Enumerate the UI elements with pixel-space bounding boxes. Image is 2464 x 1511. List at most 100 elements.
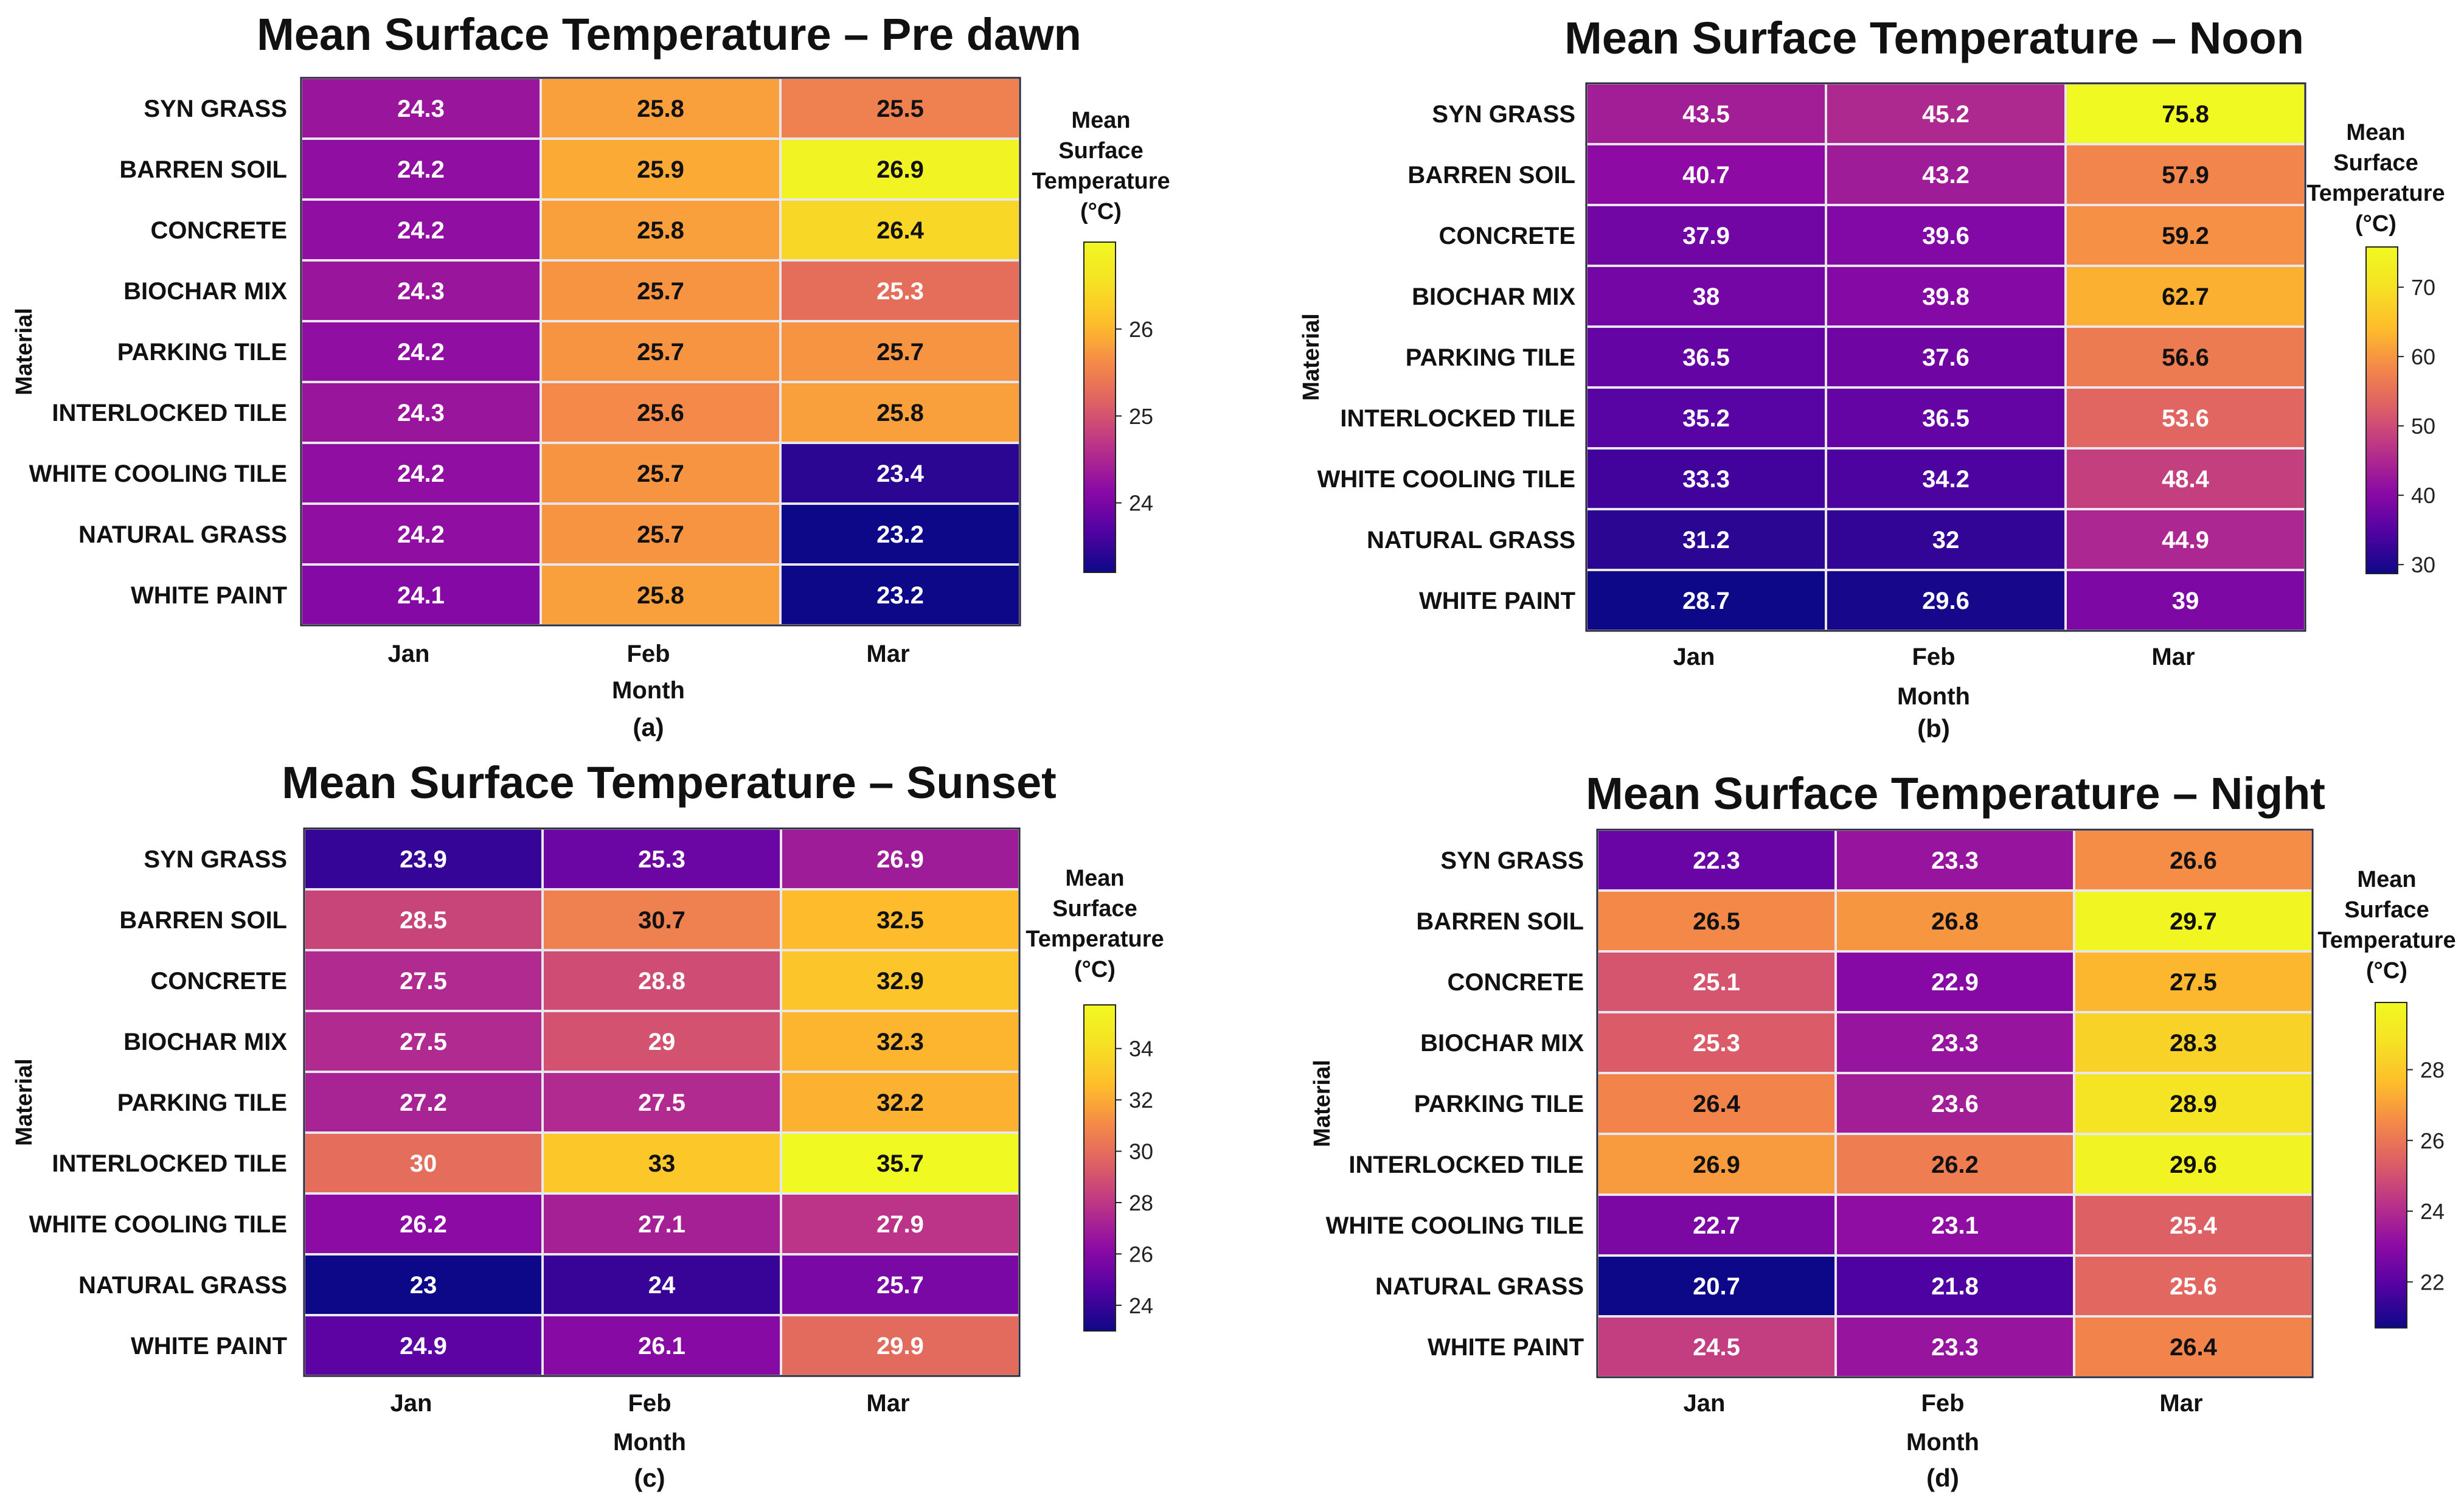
row-label: CONCRETE — [151, 217, 287, 244]
cell-value-label: 25.7 — [876, 1272, 924, 1299]
cell-value-label: 28.8 — [638, 968, 685, 995]
cell-value-label: 25.7 — [637, 278, 684, 305]
cell-value-label: 62.7 — [2162, 283, 2209, 310]
cell-value-label: 30.7 — [638, 907, 685, 934]
cell-value-label: 59.2 — [2162, 223, 2209, 249]
cell-value-label: 24.5 — [1693, 1334, 1740, 1361]
cell-value-label: 32 — [1932, 527, 1960, 554]
cell-value-label: 38 — [1693, 283, 1720, 310]
grid-border — [303, 827, 1021, 1377]
row-label: WHITE PAINT — [1428, 1334, 1584, 1361]
panel-label: (a) — [633, 713, 664, 742]
chart-title: Mean Surface Temperature – Pre dawn — [257, 9, 1081, 60]
cell-value-label: 23.2 — [876, 521, 924, 548]
x-axis-label: Month — [1897, 683, 1970, 710]
heatmap-cell — [1825, 508, 2067, 571]
cell-value-label: 26.4 — [1693, 1091, 1741, 1117]
row-label: BARREN SOIL — [1407, 162, 1575, 189]
cell-value-label: 37.6 — [1922, 344, 1969, 371]
chart-title: Mean Surface Temperature – Sunset — [282, 757, 1057, 808]
cell-value-label: 23.9 — [400, 846, 447, 873]
colorbar-title-line: Mean — [1065, 866, 1124, 891]
heatmap-cell — [1585, 82, 1827, 145]
heatmap-cell — [540, 77, 782, 140]
heatmap-cell — [1825, 325, 2067, 389]
row-label: WHITE PAINT — [1419, 588, 1575, 614]
x-axis-label: Month — [612, 677, 685, 704]
row-label: BARREN SOIL — [119, 907, 287, 934]
cell-value-label: 24.3 — [397, 400, 445, 426]
colorbar — [1083, 241, 1116, 573]
cell-value-label: 23.3 — [1931, 847, 1979, 874]
heatmap-cell — [2064, 265, 2306, 328]
heatmap-cell — [303, 1071, 544, 1134]
cell-value-label: 25.8 — [637, 96, 684, 122]
row-label: INTERLOCKED TILE — [52, 1150, 287, 1177]
cell-value-label: 25.3 — [876, 278, 924, 305]
cell-value-label: 32.3 — [876, 1029, 924, 1055]
cell-value-label: 25.7 — [637, 339, 684, 366]
cell-value-label: 25.7 — [637, 460, 684, 487]
row-label: PARKING TILE — [117, 339, 287, 366]
heatmap-cell — [1825, 569, 2067, 632]
heatmap-cell — [303, 949, 544, 1012]
cell-value-label: 27.5 — [400, 968, 447, 995]
x-axis-label: Month — [613, 1429, 686, 1456]
row-label: WHITE PAINT — [131, 1333, 287, 1360]
colorbar-tick-label: 32 — [1129, 1088, 1153, 1113]
grid-border — [1585, 82, 2306, 632]
cell-value-label: 24.9 — [400, 1333, 447, 1360]
colorbar-title-line: Mean — [2346, 120, 2405, 145]
cell-value-label: 24.3 — [397, 278, 445, 305]
cell-value-label: 25.9 — [637, 156, 684, 183]
colorbar-tick-label: 24 — [1129, 1293, 1153, 1318]
heatmap-cell — [1825, 386, 2067, 450]
row-label: NATURAL GRASS — [78, 521, 287, 548]
panel-label: (c) — [634, 1464, 665, 1492]
cell-value-label: 37.9 — [1682, 223, 1730, 249]
cell-value-label: 27.1 — [638, 1211, 685, 1238]
cell-value-label: 25.4 — [2170, 1212, 2218, 1239]
colorbar-title-line: Surface — [1052, 896, 1137, 922]
heatmap-cell — [2064, 386, 2306, 450]
colorbar-tick-label: 30 — [1129, 1139, 1153, 1164]
cell-value-label: 43.5 — [1682, 101, 1730, 128]
colorbar-title-line: Mean — [2357, 867, 2416, 892]
colorbar-tick-label: 30 — [2411, 552, 2435, 577]
cell-value-label: 22.9 — [1931, 969, 1979, 996]
cell-value-label: 23.6 — [1931, 1091, 1979, 1117]
heatmap-cell — [779, 563, 1021, 627]
colorbar-title-line: Temperature — [2317, 928, 2455, 953]
cell-value-label: 25.8 — [637, 582, 684, 609]
row-label: NATURAL GRASS — [1367, 527, 1575, 554]
y-axis-label: Material — [12, 308, 37, 395]
cell-value-label: 44.9 — [2162, 527, 2209, 554]
heatmap-cell — [1834, 1254, 2075, 1318]
cell-value-label: 30 — [410, 1150, 437, 1177]
heatmap-cell — [2064, 204, 2306, 267]
cell-value-label: 32.2 — [876, 1089, 924, 1116]
heatmap-cell — [300, 442, 542, 505]
cell-value-label: 32.9 — [876, 968, 924, 995]
cell-value-label: 27.5 — [638, 1089, 685, 1116]
heatmap-cell — [540, 320, 782, 383]
row-label: PARKING TILE — [1414, 1091, 1584, 1117]
x-tick-label: Mar — [866, 1390, 909, 1417]
row-label: WHITE COOLING TILE — [29, 1211, 287, 1238]
cell-value-label: 56.6 — [2162, 344, 2209, 371]
cell-value-label: 29.6 — [2170, 1151, 2217, 1178]
heatmap-cell — [1834, 1011, 2075, 1074]
row-label: BIOCHAR MIX — [123, 278, 287, 305]
row-label: BIOCHAR MIX — [123, 1029, 287, 1055]
colorbar-tick-label: 24 — [1129, 491, 1153, 516]
y-axis-label: Material — [1310, 1060, 1335, 1147]
colorbar — [2365, 246, 2398, 574]
heatmap-cell — [540, 442, 782, 505]
heatmap-cell — [300, 502, 542, 566]
heatmap-cell — [779, 259, 1021, 322]
colorbar-title-line: (°C) — [2355, 211, 2396, 237]
row-label: BARREN SOIL — [1416, 908, 1584, 935]
heatmap-cell — [780, 827, 1021, 891]
cell-value-label: 26.1 — [638, 1333, 685, 1360]
cell-value-label: 32.5 — [876, 907, 924, 934]
